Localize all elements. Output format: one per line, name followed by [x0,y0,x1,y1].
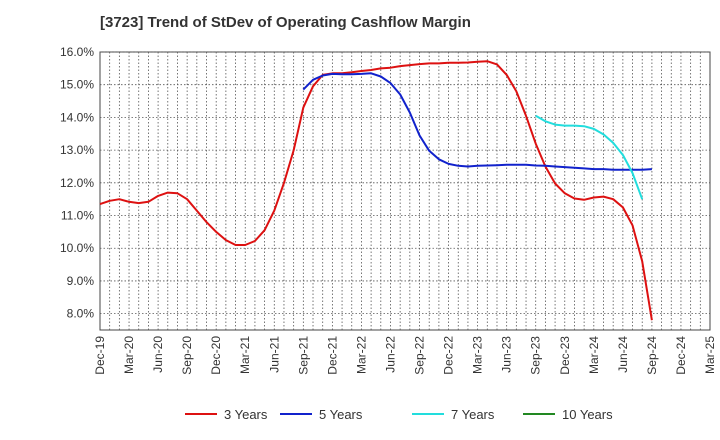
x-tick-label: Sep-21 [296,336,310,375]
x-tick-label: Sep-20 [180,336,194,375]
x-tick-label: Sep-22 [413,336,427,375]
legend-label: 10 Years [562,407,613,422]
series-lines [99,60,653,321]
x-tick-label: Dec-22 [442,336,456,375]
y-axis: 16.0% 15.0% 14.0% 13.0% 12.0% 11.0% 10.0% 9.0% 8… [60,45,94,321]
plot-area [99,51,711,331]
legend-label: 5 Years [319,407,363,422]
x-tick-label: Sep-23 [529,336,543,375]
x-tick-label: Mar-23 [471,336,485,374]
x-tick-label: Mar-25 [703,336,717,374]
x-tick-label: Dec-19 [93,336,107,375]
x-tick-label: Mar-24 [587,336,601,374]
grid-lines [100,51,710,330]
x-tick-label: Mar-21 [238,336,252,374]
series-line [302,72,652,171]
x-tick-label: Dec-24 [674,336,688,375]
series-line [99,60,653,321]
x-tick-label: Dec-23 [558,336,572,375]
y-tick-label: 11.0% [61,209,94,223]
x-tick-label: Jun-20 [151,336,165,373]
legend-label: 3 Years [224,407,268,422]
x-tick-label: Jun-22 [383,336,397,373]
legend-label: 7 Years [451,407,495,422]
x-tick-label: Mar-20 [122,336,136,374]
y-tick-label: 14.0% [60,110,94,124]
y-tick-label: 8.0% [67,307,95,321]
x-tick-label: Jun-21 [267,336,281,373]
x-tick-label: Jun-23 [500,336,514,373]
x-tick-label: Sep-24 [645,336,659,375]
series-line [535,114,644,200]
x-axis: Dec-19 Mar-20 Jun-20 Sep-20 Dec-20 Mar-21 Jun-… [93,336,717,375]
y-tick-label: 12.0% [60,176,94,190]
x-tick-label: Jun-24 [616,336,630,373]
y-tick-label: 9.0% [67,274,95,288]
x-tick-label: Mar-22 [354,336,368,374]
x-tick-label: Dec-21 [325,336,339,375]
y-tick-label: 15.0% [60,78,94,92]
y-tick-label: 16.0% [60,45,94,59]
y-tick-label: 13.0% [60,143,94,157]
chart-title: [3723] Trend of StDev of Operating Cashf… [100,14,471,31]
legend: 3 Years 5 Years 7 Years 10 Years [185,407,613,422]
x-tick-label: Dec-20 [209,336,223,375]
y-tick-label: 10.0% [60,241,94,255]
